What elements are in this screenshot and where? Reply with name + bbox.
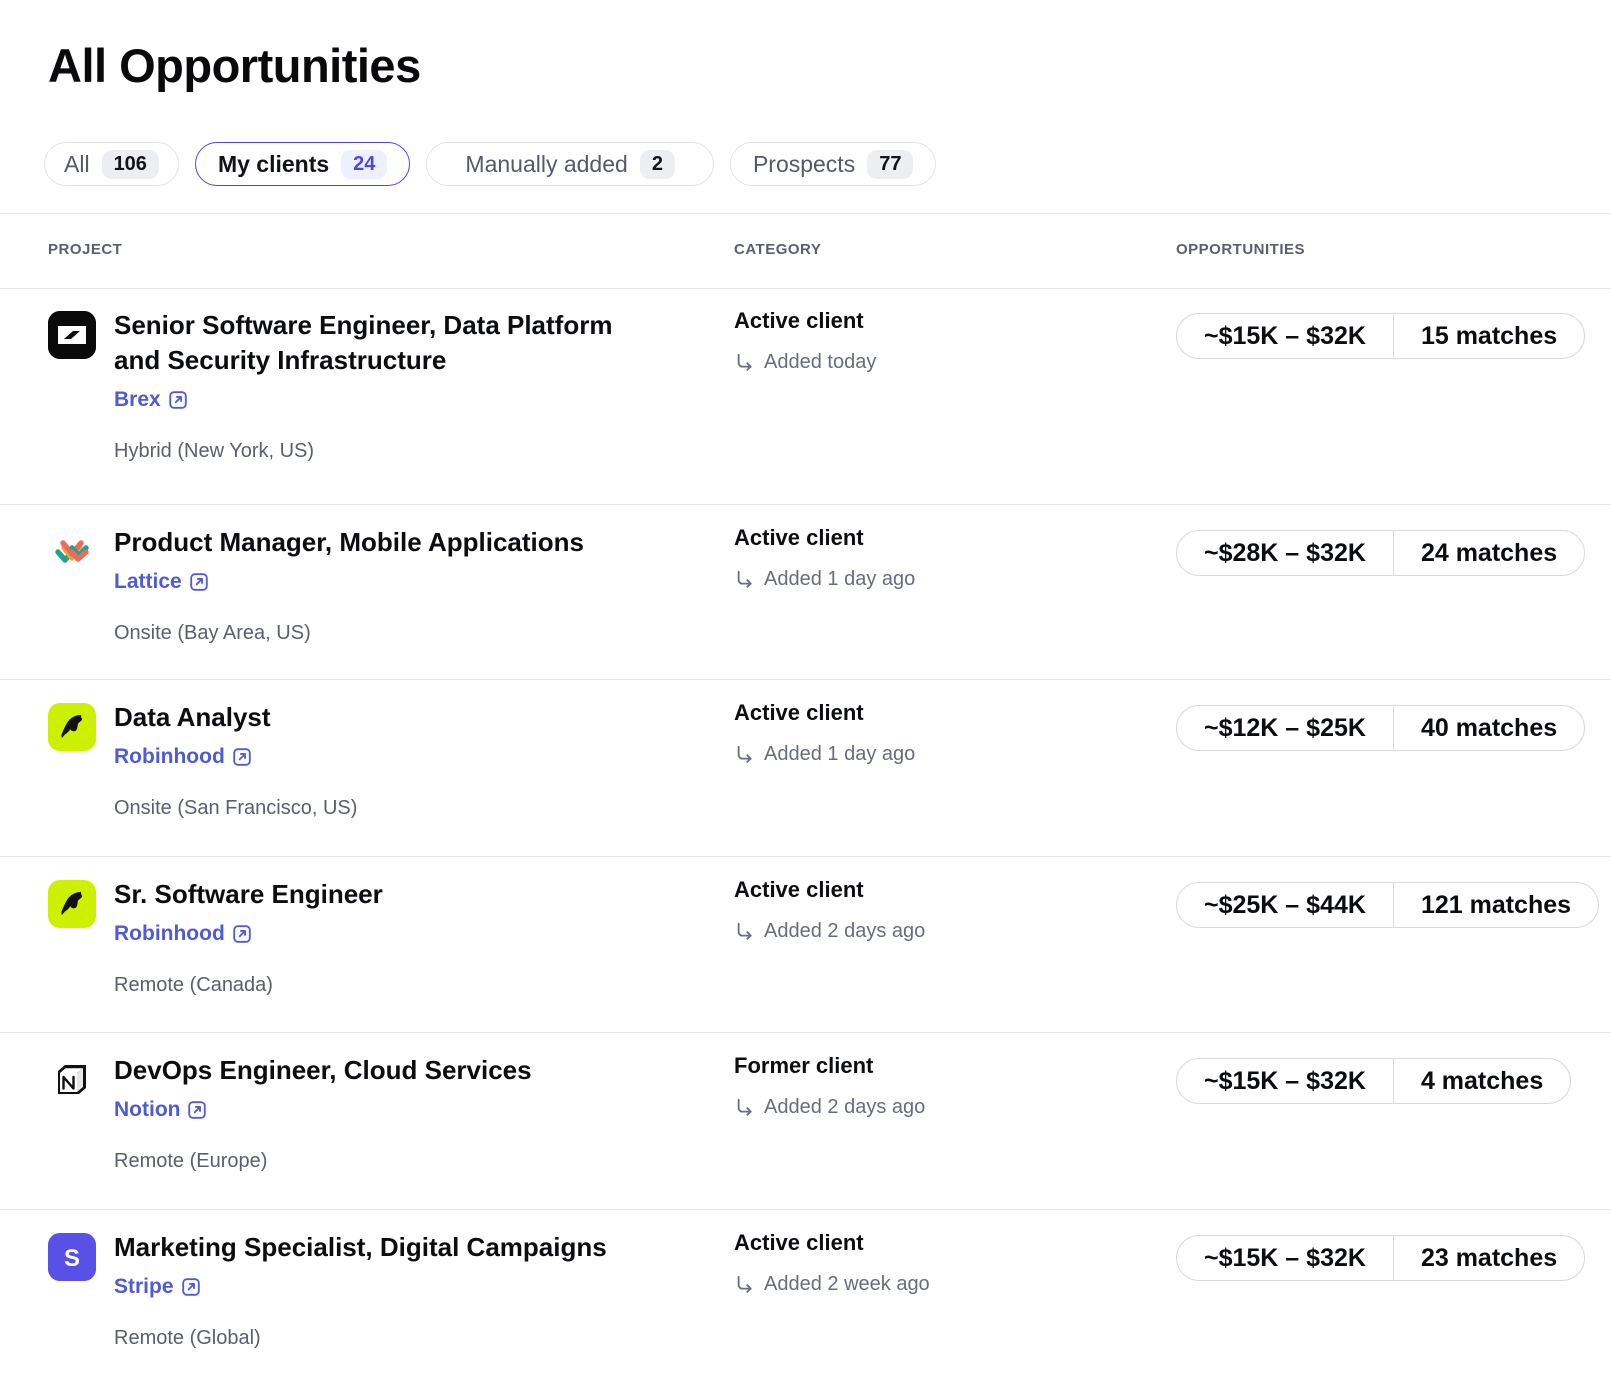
svg-text:S: S bbox=[64, 1245, 80, 1272]
